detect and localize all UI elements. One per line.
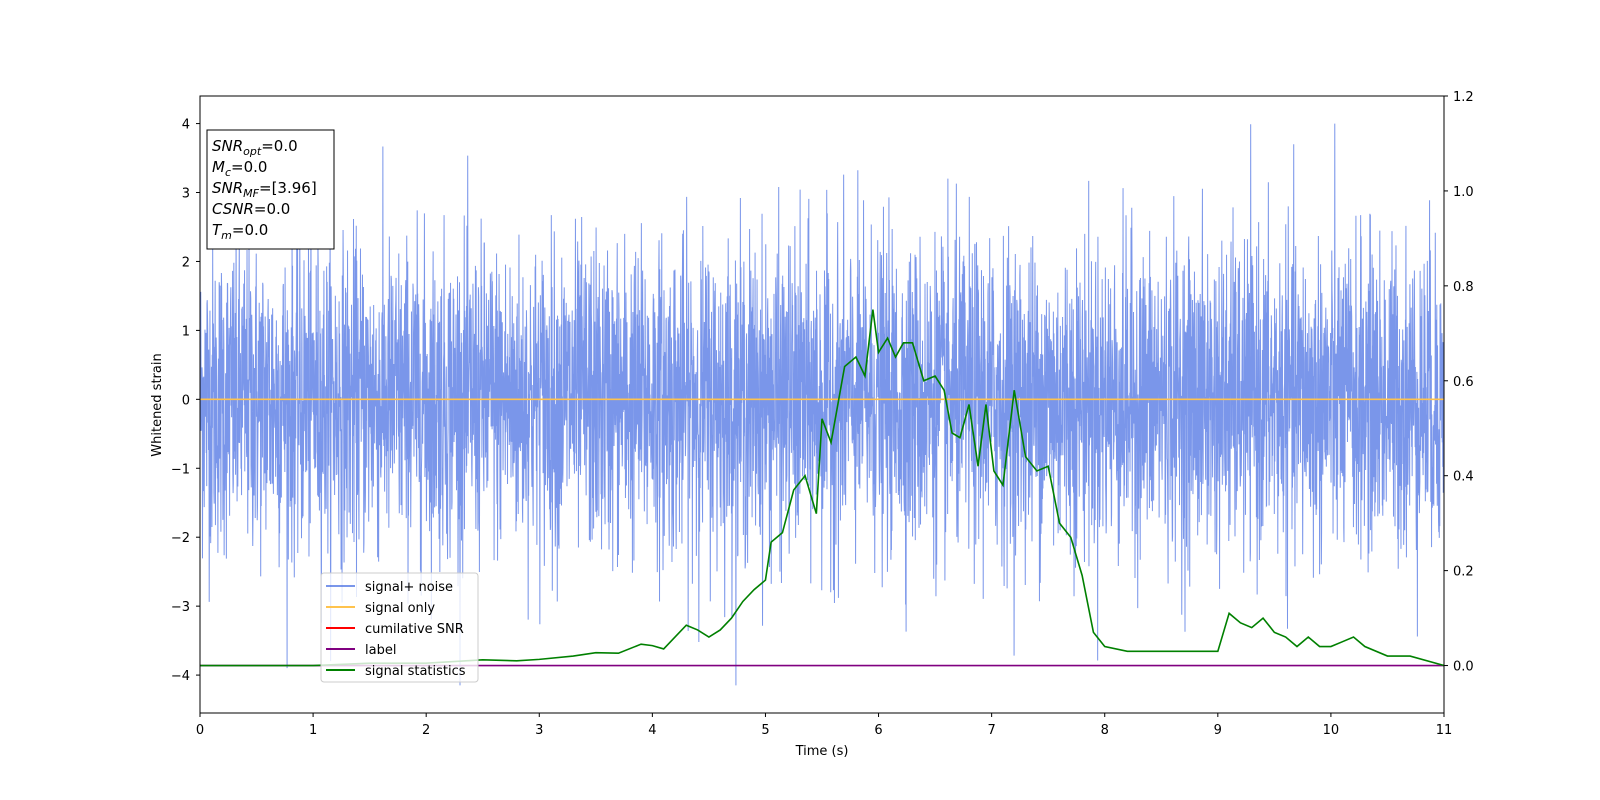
signal-noise-trace: [199, 123, 1445, 686]
annotation-line: Mc=0.0: [212, 158, 267, 179]
legend-label: signal only: [365, 601, 435, 616]
x-tick-label: 6: [874, 723, 882, 738]
y-axis-right: 1.2 1.0 0.8 0.6 0.4 0.2 0.0: [1444, 90, 1474, 675]
legend-label: signal+ noise: [365, 580, 453, 595]
y-tick-label: −2: [171, 531, 190, 546]
legend-label: label: [365, 643, 396, 658]
x-tick-label: 7: [987, 723, 995, 738]
x-tick-label: 11: [1436, 723, 1453, 738]
legend: signal+ noise signal only cumilative SNR la…: [320, 572, 479, 683]
plot-frame: [199, 95, 1445, 714]
annotation-subscript: MF: [243, 187, 259, 200]
y-tick-label: 1: [182, 324, 190, 339]
y2-tick-label: 0.8: [1453, 280, 1474, 295]
annotation-subscript: m: [221, 229, 232, 242]
y-tick-label: 0: [182, 393, 190, 408]
annotation-line: Tm=0.0: [212, 221, 268, 242]
x-tick-label: 9: [1214, 723, 1222, 738]
annotation-symbol: T: [212, 221, 223, 239]
y2-tick-label: 0.2: [1453, 565, 1474, 580]
legend-label: cumilative SNR: [365, 622, 464, 637]
annotation-symbol: SNR: [212, 137, 243, 155]
y2-tick-label: 1.0: [1453, 185, 1474, 200]
y2-tick-label: 0.4: [1453, 470, 1474, 485]
y-tick-label: 4: [182, 118, 190, 133]
y2-tick-label: 1.2: [1453, 90, 1474, 105]
legend-label: signal statistics: [365, 664, 466, 679]
x-axis: 0 1 2 3 4 5 6 7 8 9 10 11: [196, 713, 1452, 738]
annotation-box-frame: [206, 129, 335, 250]
annotation-symbol: CSNR: [212, 200, 254, 218]
x-tick-label: 2: [422, 723, 430, 738]
x-tick-label: 0: [196, 723, 204, 738]
y-tick-label: −3: [171, 600, 190, 615]
annotation-subscript: opt: [243, 145, 262, 158]
annotation-lines: SNRopt=0.0Mc=0.0SNRMF=[3.96]CSNR=0.0Tm=0…: [212, 137, 317, 242]
x-tick-label: 1: [309, 723, 317, 738]
y-axis-label: Whitened strain: [150, 353, 165, 456]
legend-frame: [320, 572, 479, 683]
annotation-value: =0.0: [232, 221, 268, 239]
x-axis-label: Time (s): [795, 744, 849, 759]
y-tick-label: 2: [182, 255, 190, 270]
y-tick-label: 3: [182, 187, 190, 202]
y-tick-label: −1: [171, 462, 190, 477]
annotation-box: SNRopt=0.0Mc=0.0SNRMF=[3.96]CSNR=0.0Tm=0…: [206, 129, 335, 250]
x-tick-label: 5: [761, 723, 769, 738]
annotation-value: =0.0: [231, 158, 267, 176]
annotation-symbol: M: [212, 158, 225, 176]
y2-tick-label: 0.0: [1453, 660, 1474, 675]
annotation-line: CSNR=0.0: [212, 200, 290, 218]
signal-noise-line: [199, 123, 1445, 686]
x-tick-label: 3: [535, 723, 543, 738]
annotation-value: =[3.96]: [259, 179, 317, 197]
annotation-symbol: SNR: [212, 179, 243, 197]
y2-tick-label: 0.6: [1453, 375, 1474, 390]
annotation-value: =0.0: [261, 137, 297, 155]
y-tick-label: −4: [171, 669, 190, 684]
annotation-value: =0.0: [254, 200, 290, 218]
series-line-4: [200, 309, 1445, 667]
y-axis-left: 4 3 2 1 0 −1 −2 −3 −4: [171, 118, 200, 684]
x-tick-label: 10: [1323, 723, 1340, 738]
annotation-subscript: c: [225, 166, 231, 179]
x-tick-label: 4: [648, 723, 656, 738]
annotation-line: SNRMF=[3.96]: [212, 179, 317, 200]
x-tick-label: 8: [1101, 723, 1109, 738]
legend-items: signal+ noise signal only cumilative SNR la…: [326, 580, 466, 679]
annotation-line: SNRopt=0.0: [212, 137, 298, 158]
